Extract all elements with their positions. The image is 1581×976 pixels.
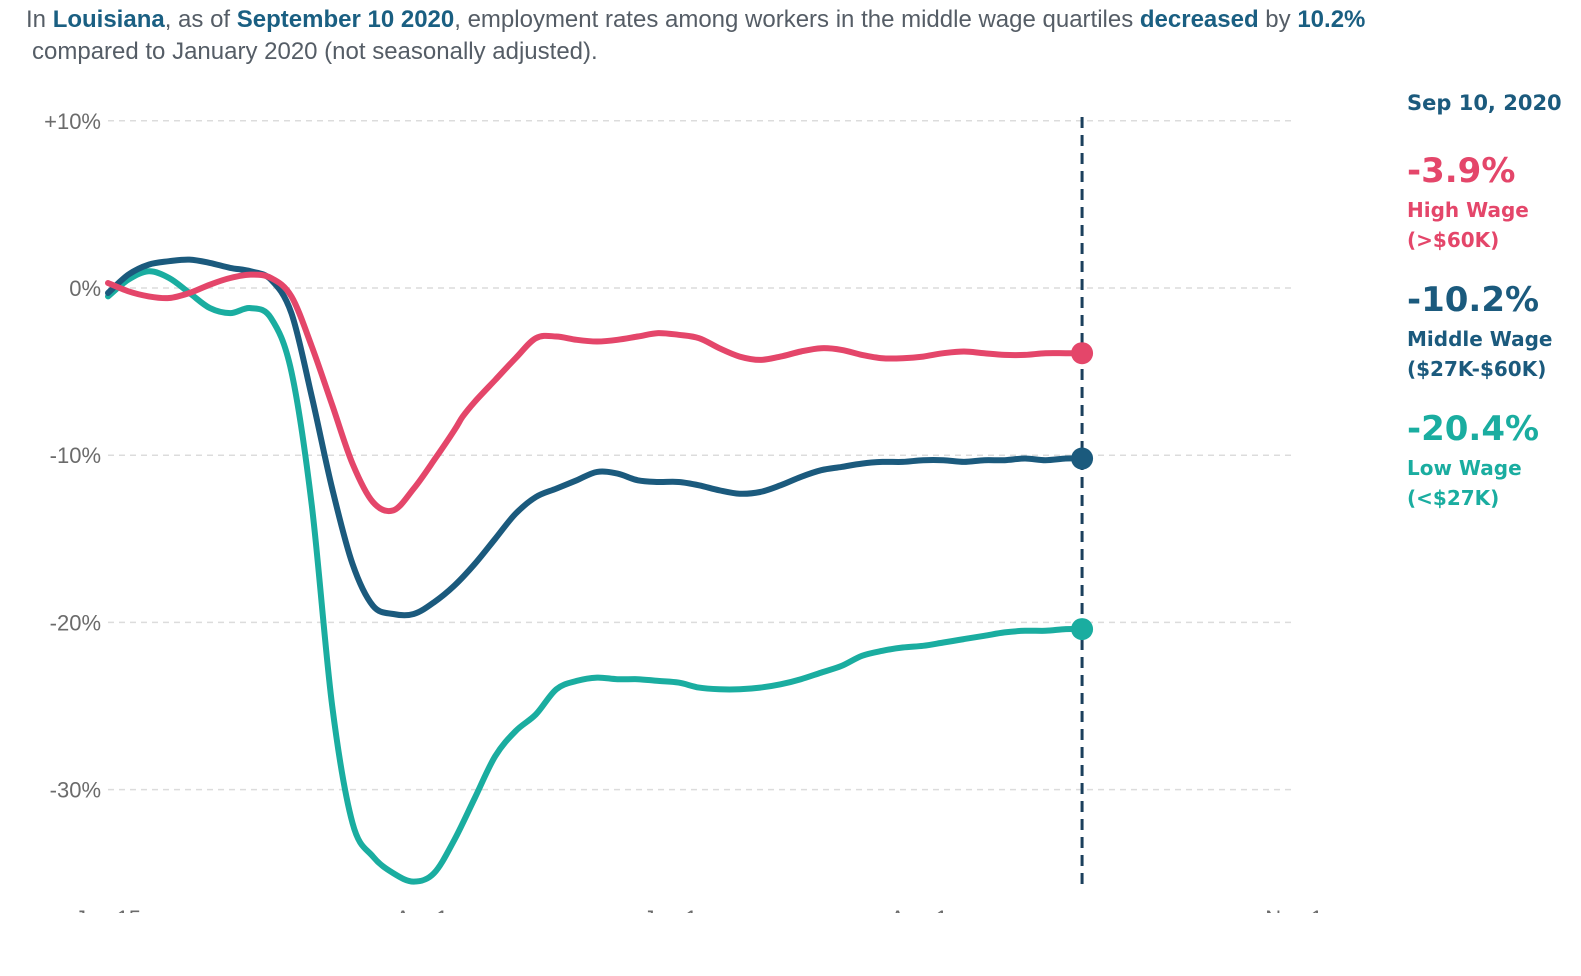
summary-panel: Sep 10, 2020 -3.9% High Wage (>$60K) -10.2% M… xyxy=(1407,91,1562,510)
y-tick-label: -20% xyxy=(50,610,101,635)
headline-state: Louisiana xyxy=(52,6,165,33)
high-wage-name-label: High Wage xyxy=(1407,198,1529,222)
y-tick-label: 0% xyxy=(69,276,101,301)
middle-wage-range-label: ($27K-$60K) xyxy=(1407,357,1546,381)
high-wage-line xyxy=(105,271,1086,515)
marker-date-label: Sep 10, 2020 xyxy=(1407,91,1562,115)
x-tick-label: Apr 1 xyxy=(396,906,449,931)
high-wage-final-value: -3.9% xyxy=(1407,151,1515,191)
low-wage-end-point xyxy=(1071,618,1094,641)
middle-wage-name-label: Middle Wage xyxy=(1407,327,1553,351)
series-lines xyxy=(105,256,1086,885)
headline-change: 10.2% xyxy=(1297,6,1366,33)
y-tick-label: -30% xyxy=(50,778,101,803)
headline-line-2: compared to January 2020 (not seasonally… xyxy=(32,38,598,65)
middle-wage-line xyxy=(105,256,1086,619)
high-wage-end-point xyxy=(1071,342,1094,365)
middle-wage-final-value: -10.2% xyxy=(1407,280,1539,320)
y-tick-label: +10% xyxy=(44,109,101,134)
headline-text: , as of xyxy=(164,6,237,33)
low-wage-name-label: Low Wage xyxy=(1407,456,1522,480)
x-axis-ticks: Jan 15 Apr 1 Jun 1 Aug 1 Nov 1 xyxy=(75,906,1323,931)
headline-text: by xyxy=(1258,6,1298,33)
series-end-points xyxy=(1071,342,1094,641)
headline-text: In xyxy=(26,6,53,33)
low-wage-range-label: (<$27K) xyxy=(1407,486,1499,510)
y-tick-label: -10% xyxy=(50,443,101,468)
chart-headline: In Louisiana, as of September 10 2020, e… xyxy=(26,4,1566,68)
low-wage-line xyxy=(105,268,1086,885)
y-axis-ticks: +10% 0% -10% -20% -30% xyxy=(44,109,101,803)
x-tick-label: Aug 1 xyxy=(890,906,948,931)
middle-wage-end-point xyxy=(1071,447,1094,470)
headline-date: September 10 2020 xyxy=(236,6,455,33)
x-tick-label: Nov 1 xyxy=(1265,906,1322,931)
x-tick-label: Jun 1 xyxy=(644,906,698,931)
headline-direction: decreased xyxy=(1139,6,1259,33)
headline-text: , employment rates among workers in the … xyxy=(454,6,1140,33)
low-wage-final-value: -20.4% xyxy=(1407,409,1539,449)
x-tick-label: Jan 15 xyxy=(75,906,141,931)
high-wage-range-label: (>$60K) xyxy=(1407,228,1499,252)
